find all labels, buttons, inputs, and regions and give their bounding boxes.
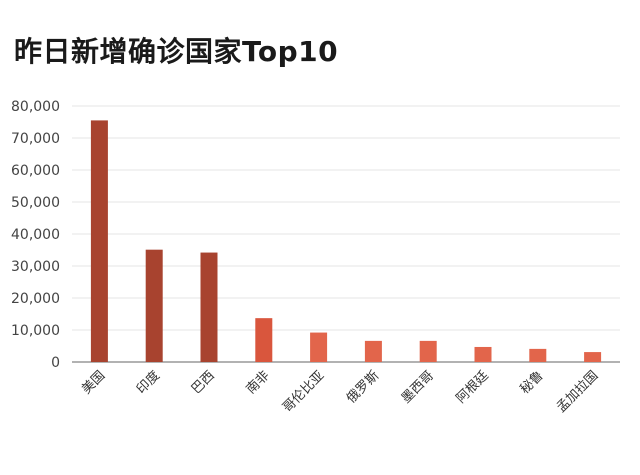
bar <box>364 340 382 362</box>
bar <box>529 348 547 362</box>
x-tick-label: 孟加拉国 <box>554 368 601 415</box>
x-tick-label: 哥伦比亚 <box>280 368 327 415</box>
bar <box>145 249 163 362</box>
y-tick-label: 60,000 <box>11 163 60 179</box>
gridlines <box>72 105 620 331</box>
x-tick-label: 阿根廷 <box>454 368 492 406</box>
y-tick-label: 30,000 <box>11 259 60 275</box>
x-axis-labels: 美国 印度 巴西 南非 哥伦比亚 俄罗斯 墨西哥 阿根廷 秘鲁 孟加拉国 <box>79 368 601 416</box>
bar <box>474 346 492 362</box>
y-tick-label: 20,000 <box>11 291 60 307</box>
x-tick-label: 俄罗斯 <box>344 368 382 406</box>
y-tick-label: 70,000 <box>11 131 60 147</box>
y-tick-label: 0 <box>51 355 60 371</box>
bar <box>584 352 602 362</box>
y-tick-label: 50,000 <box>11 195 60 211</box>
bar <box>255 318 273 362</box>
x-tick-label: 秘鲁 <box>518 368 547 397</box>
x-tick-label: 墨西哥 <box>399 368 437 406</box>
bar <box>90 120 108 363</box>
y-tick-label: 80,000 <box>11 99 60 115</box>
y-tick-label: 40,000 <box>11 227 60 243</box>
x-tick-label: 美国 <box>79 368 108 397</box>
y-tick-label: 10,000 <box>11 323 60 339</box>
x-tick-label: 南非 <box>243 368 273 398</box>
x-tick-label: 巴西 <box>189 368 218 397</box>
bar <box>419 340 437 362</box>
chart-title: 昨日新增确诊国家Top10 <box>14 35 339 68</box>
bar <box>310 332 328 362</box>
bars <box>90 120 602 363</box>
x-tick-label: 印度 <box>133 368 163 398</box>
y-axis-ticks: 0 10,000 20,000 30,000 40,000 50,000 60,000 70,… <box>11 99 60 371</box>
bar <box>200 252 218 362</box>
